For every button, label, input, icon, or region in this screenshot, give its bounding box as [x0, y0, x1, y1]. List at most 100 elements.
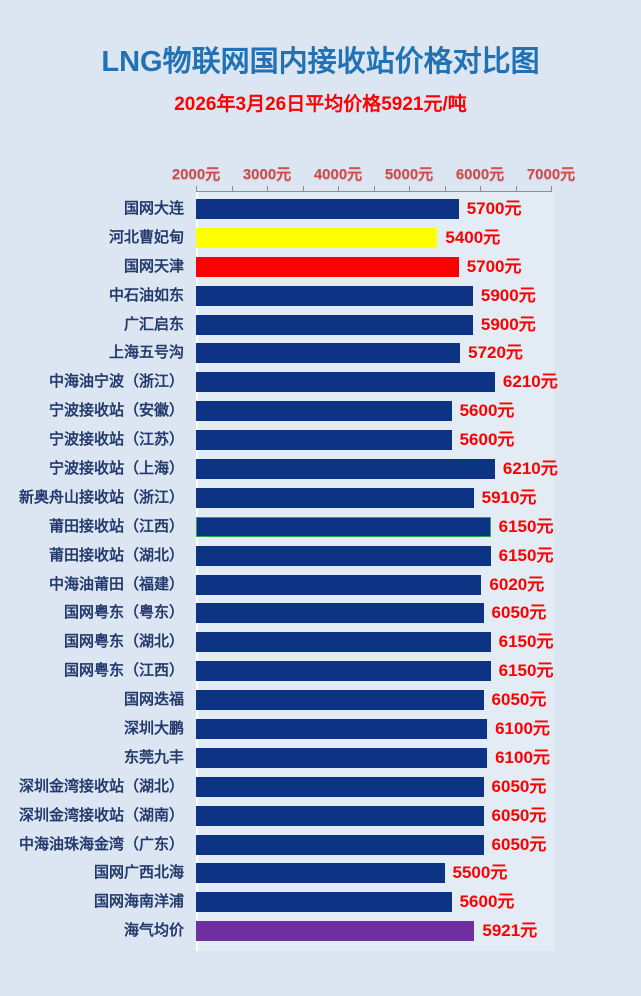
bar-row: 深圳大鹏 6100元 [0, 719, 641, 748]
bar [196, 632, 491, 653]
bar [196, 459, 495, 480]
x-tick-label: 7000元 [526, 166, 576, 183]
bar [196, 719, 488, 740]
x-tick-label: 4000元 [313, 166, 363, 183]
bar-row: 宁波接收站（安徽） 5600元 [0, 401, 641, 430]
bar-row: 国网大连 5700元 [0, 199, 641, 228]
bar-row: 东莞九丰 6100元 [0, 747, 641, 777]
bar-track: 6050元 [196, 690, 547, 711]
x-axis-tick [444, 186, 446, 192]
bar-track: 5400元 [196, 227, 500, 248]
bar-row: 中海油宁波（浙江） 6210元 [0, 372, 641, 401]
bar [196, 574, 482, 595]
bar-value: 6050元 [491, 690, 547, 710]
chart-subtitle: 2026年3月26日平均价格5921元/吨 [174, 94, 467, 115]
bar-track: 6150元 [196, 516, 554, 537]
bar [196, 487, 474, 508]
bar-row: 莆田接收站（江西） 6150元 [0, 516, 641, 546]
bar-row: 中海油莆田（福建） 6020元 [0, 574, 641, 604]
bar-row: 海气均价 5921元 [0, 921, 641, 950]
bar-value: 6150元 [498, 661, 554, 681]
bar-track: 5700元 [196, 199, 522, 219]
bar-track: 6150元 [196, 661, 554, 682]
bar-track: 5900元 [196, 285, 536, 306]
bar-label: 中海油莆田（福建） [48, 575, 184, 593]
bar-row: 国网海南洋浦 5600元 [0, 892, 641, 921]
bar-row: 河北曹妃甸 5400元 [0, 227, 641, 257]
bar-row: 深圳金湾接收站（湖北） 6050元 [0, 776, 641, 806]
bar-value: 5900元 [480, 285, 536, 305]
bar-label: 深圳金湾接收站（湖南） [18, 806, 184, 824]
bar-value: 5720元 [468, 343, 523, 363]
bar-label: 国网粤东（湖北） [63, 633, 184, 651]
bar [196, 285, 473, 306]
bar-value: 6150元 [498, 632, 554, 652]
bar [196, 776, 484, 797]
bar-value: 6210元 [502, 372, 558, 392]
bar-value: 5500元 [452, 863, 508, 883]
bar [196, 545, 491, 566]
bar-track: 5700元 [196, 256, 522, 277]
bar-row: 宁波接收站（上海） 6210元 [0, 459, 641, 488]
bar-track: 6210元 [196, 372, 558, 393]
x-tick-label: 3000元 [242, 166, 292, 183]
x-tick-label: 6000元 [455, 166, 505, 183]
bar-label: 海气均价 [123, 922, 184, 940]
bar-track: 6150元 [196, 545, 553, 566]
bar-value: 6100元 [495, 747, 550, 767]
bar-label: 中海油宁波（浙江） [48, 373, 184, 391]
bar-track: 6050元 [196, 834, 547, 855]
bar [196, 661, 491, 682]
bar-track: 6100元 [196, 719, 550, 740]
bar-value: 5600元 [459, 401, 515, 421]
x-axis-tick [480, 186, 481, 192]
bar-label: 国网粤东（江西） [63, 662, 184, 680]
x-axis-tick [551, 186, 552, 192]
bar-value: 5700元 [466, 256, 522, 276]
bar [196, 343, 461, 364]
bar [196, 805, 484, 826]
bar [196, 227, 438, 248]
bar-rows: 国网大连 5700元 河北曹妃甸 5400元 国网天津 5700元 中石油如东 5900元 广汇… [0, 199, 641, 950]
bar-label: 莆田接收站（江西） [48, 517, 184, 535]
bar [196, 892, 452, 913]
x-axis-tick [515, 186, 517, 192]
bar-label: 中海油珠海金湾（广东） [18, 835, 184, 853]
bar [196, 430, 452, 451]
bar-label: 东莞九丰 [123, 748, 184, 766]
bar-row: 国网迭福 6050元 [0, 690, 641, 719]
bar-row: 莆田接收站（湖北） 6150元 [0, 545, 641, 575]
bar-track: 6050元 [196, 776, 547, 797]
bar-row: 深圳金湾接收站（湖南） 6050元 [0, 805, 641, 835]
bar-value: 6050元 [491, 603, 547, 623]
x-axis-tick [373, 186, 375, 192]
bar [196, 863, 445, 884]
bar-value: 6050元 [491, 776, 547, 796]
bar [196, 516, 491, 537]
bar-label: 新奥舟山接收站（浙江） [18, 488, 184, 506]
bar-value: 6050元 [491, 834, 547, 854]
bar-row: 国网粤东（湖北） 6150元 [0, 632, 641, 661]
bar-track: 5910元 [196, 487, 536, 508]
bar-track: 6050元 [196, 603, 547, 624]
bar-label: 莆田接收站（湖北） [48, 546, 184, 564]
x-axis-tick [409, 186, 410, 192]
bar [196, 199, 459, 219]
bar [196, 603, 484, 624]
bar-row: 中石油如东 5900元 [0, 285, 641, 315]
bar [196, 921, 475, 942]
bar-label: 宁波接收站（安徽） [48, 402, 184, 420]
bar-value: 6150元 [498, 516, 554, 536]
bar-value: 5600元 [459, 430, 515, 450]
bar-row: 国网粤东（粤东） 6050元 [0, 603, 641, 632]
bar-value: 5700元 [466, 199, 522, 218]
bar-value: 6050元 [491, 805, 547, 825]
bar-track: 6150元 [196, 632, 554, 653]
bar-label: 中石油如东 [108, 286, 184, 304]
bar-label: 国网天津 [123, 257, 184, 275]
bar-track: 5921元 [196, 921, 537, 942]
bar-track: 5600元 [196, 401, 515, 422]
bar [196, 372, 495, 393]
